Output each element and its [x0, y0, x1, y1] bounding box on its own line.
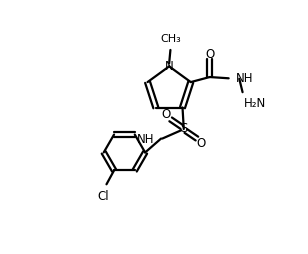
Text: N: N — [165, 60, 173, 73]
Text: Cl: Cl — [97, 190, 108, 203]
Text: O: O — [197, 137, 206, 150]
Text: NH: NH — [137, 133, 155, 146]
Text: S: S — [180, 122, 188, 135]
Text: CH₃: CH₃ — [160, 34, 181, 44]
Text: H₂N: H₂N — [244, 97, 266, 110]
Text: O: O — [161, 108, 171, 121]
Text: O: O — [205, 48, 214, 61]
Text: NH: NH — [236, 72, 253, 85]
